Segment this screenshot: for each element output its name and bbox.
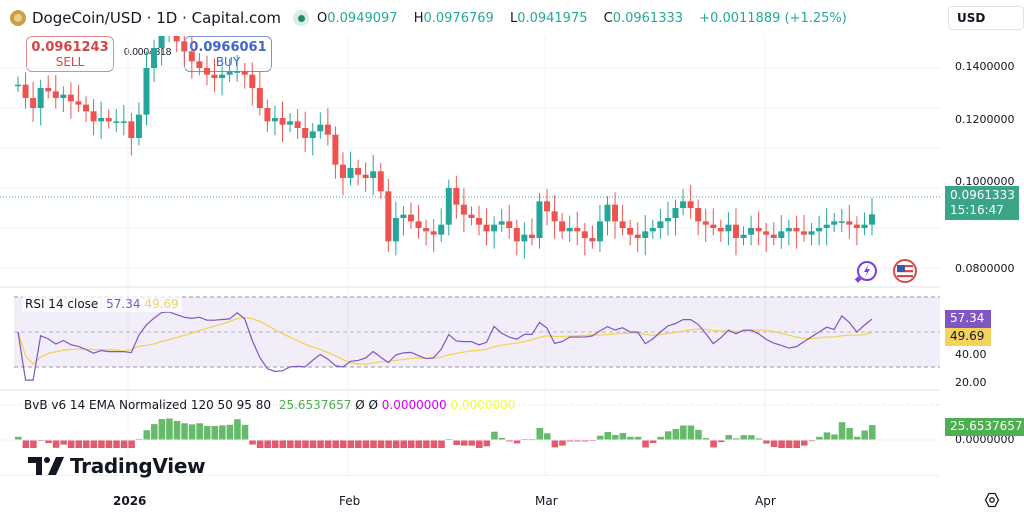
bvb-value2: 0.0000000 <box>381 398 447 412</box>
price-tick: 0.1200000 <box>955 113 1015 126</box>
time-tick: Feb <box>339 494 361 508</box>
high-value: 0.0976769 <box>423 10 494 26</box>
bvb-value: 25.6537657 <box>278 398 352 412</box>
buy-price: 0.0966061 <box>189 40 267 55</box>
change-value: +0.0011889 (+1.25%) <box>699 10 847 26</box>
settings-icon[interactable] <box>984 492 1000 508</box>
us-flag-icon[interactable] <box>892 258 918 284</box>
price-tick: 0.0800000 <box>955 262 1015 275</box>
low-value: 0.0941975 <box>517 10 588 26</box>
bvb-legend[interactable]: BvB v6 14 EMA Normalized 120 50 95 80 25… <box>24 398 515 412</box>
bvb-label: BvB v6 14 EMA Normalized 120 50 95 80 <box>24 398 271 412</box>
market-open-icon <box>293 10 310 26</box>
spread-value: 0.0004818 <box>124 47 172 58</box>
price-tick: 0.1400000 <box>955 60 1015 73</box>
rsi-value-tag: 57.34 <box>945 310 991 328</box>
tradingview-icon <box>28 457 64 475</box>
last-price: 0.0961333 <box>950 188 1015 202</box>
time-tick: Mar <box>535 494 558 508</box>
chart-canvas[interactable] <box>0 36 940 476</box>
open-value: 0.0949097 <box>327 10 398 26</box>
rsi-tick: 20.00 <box>955 376 987 389</box>
rsi-label: RSI 14 close <box>25 297 99 311</box>
price-tick: 0.1000000 <box>955 175 1015 188</box>
buy-label: BUY <box>215 55 241 69</box>
rsi-tick: 40.00 <box>955 348 987 361</box>
sell-price: 0.0961243 <box>31 40 109 55</box>
rsi-legend[interactable]: RSI 14 close 57.34 49.69 <box>22 296 182 312</box>
rsi-ma-value: 49.69 <box>144 297 179 311</box>
currency-select[interactable]: USD <box>948 6 1024 30</box>
time-tick: 2026 <box>113 494 147 508</box>
buy-button[interactable]: 0.0966061 BUY <box>184 36 272 72</box>
time-tick: Apr <box>755 494 776 508</box>
dogecoin-logo-icon <box>10 10 26 26</box>
sell-button[interactable]: 0.0961243 SELL <box>26 36 114 72</box>
rsi-value: 57.34 <box>106 297 141 311</box>
bvb-value3: 0.0000000 <box>450 398 516 412</box>
symbol-title[interactable]: DogeCoin/USD · 1D · Capital.com <box>32 9 282 27</box>
close-value: 0.0961333 <box>612 10 684 26</box>
last-price-tag: 0.0961333 15:16:47 <box>945 186 1019 220</box>
lightning-assist-icon[interactable] <box>853 258 879 284</box>
rsi-ma-value-tag: 49.69 <box>945 328 991 346</box>
bvb-zero-tick: 0.0000000 <box>955 433 1015 446</box>
bvb-value-tag: 25.6537657 <box>945 418 1024 436</box>
bar-countdown: 15:16:47 <box>950 203 1004 217</box>
tradingview-wordmark: TradingView <box>70 454 206 478</box>
ohlc-values: O0.0949097 H0.0976769 L0.0941975 C0.0961… <box>317 10 847 26</box>
bvb-sym2: Ø <box>368 398 378 412</box>
sell-label: SELL <box>55 55 85 69</box>
chart-header: DogeCoin/USD · 1D · Capital.com O0.09490… <box>0 0 940 36</box>
bvb-sym1: Ø <box>355 398 365 412</box>
tradingview-logo[interactable]: TradingView <box>28 454 206 478</box>
